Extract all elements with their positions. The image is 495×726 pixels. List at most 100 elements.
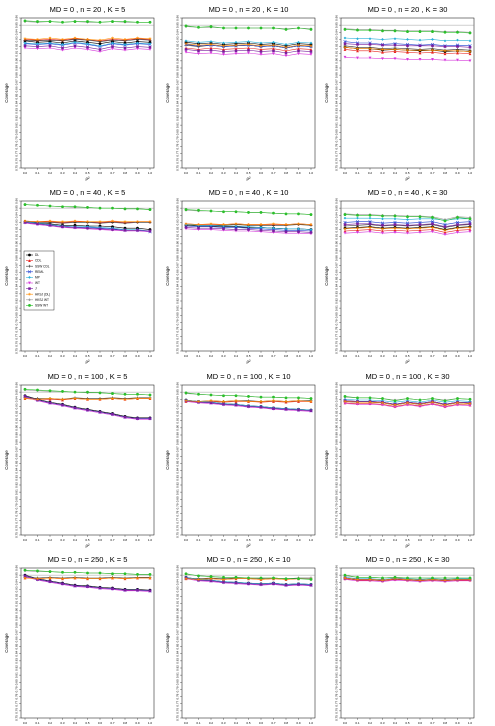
data-point bbox=[297, 577, 300, 581]
y-tick-label: 0.80 bbox=[335, 129, 339, 135]
x-tick-label: 0.8 bbox=[443, 354, 448, 358]
data-point bbox=[222, 403, 225, 406]
data-point bbox=[61, 225, 64, 228]
data-point bbox=[456, 223, 459, 226]
data-point bbox=[468, 404, 472, 408]
data-point bbox=[86, 206, 89, 209]
x-tick-label: 0.6 bbox=[98, 538, 103, 542]
data-point bbox=[136, 417, 139, 420]
data-point bbox=[234, 581, 238, 585]
series-cdl bbox=[343, 228, 472, 234]
data-point bbox=[356, 216, 359, 220]
data-point bbox=[98, 50, 102, 53]
data-point bbox=[259, 211, 263, 214]
x-tick-label: 0.5 bbox=[85, 354, 90, 358]
data-point bbox=[148, 20, 152, 24]
x-tick-label: 0.3 bbox=[380, 538, 385, 542]
data-point bbox=[381, 43, 384, 47]
data-point bbox=[48, 224, 52, 227]
y-tick-label: 0.92 bbox=[176, 410, 180, 416]
data-point bbox=[148, 393, 152, 397]
data-point bbox=[381, 57, 384, 61]
x-tick-label: 0.1 bbox=[35, 538, 40, 542]
data-point bbox=[309, 223, 313, 226]
series-hksj-dl- bbox=[23, 219, 152, 224]
x-tick-label: 0.4 bbox=[234, 538, 239, 542]
data-point bbox=[343, 55, 347, 59]
data-point bbox=[356, 37, 359, 41]
plot-frame bbox=[340, 567, 475, 719]
y-tick-label: 0.79 bbox=[335, 319, 339, 325]
data-point bbox=[48, 219, 52, 223]
y-tick-label: 0.96 bbox=[176, 15, 180, 21]
data-point bbox=[73, 44, 77, 48]
y-tick-label: 0.88 bbox=[335, 622, 339, 628]
data-point bbox=[443, 231, 447, 234]
data-point bbox=[343, 573, 347, 577]
x-tick-label: 0.1 bbox=[196, 171, 201, 175]
data-point bbox=[468, 216, 472, 219]
data-point bbox=[222, 400, 225, 403]
data-point bbox=[197, 226, 200, 230]
y-tick-label: 0.84 bbox=[335, 283, 339, 289]
y-tick-label: 0.91 bbox=[335, 233, 339, 239]
data-point bbox=[148, 37, 152, 41]
data-point bbox=[98, 48, 102, 51]
data-point bbox=[86, 571, 89, 575]
x-tick-label: 0.8 bbox=[284, 354, 289, 358]
data-point bbox=[23, 397, 27, 400]
data-point bbox=[73, 219, 77, 223]
x-tick-label: 0.9 bbox=[296, 721, 301, 725]
data-point bbox=[381, 576, 384, 580]
data-point bbox=[123, 207, 127, 211]
data-point bbox=[86, 397, 89, 401]
x-tick-label: 0.1 bbox=[35, 721, 40, 725]
x-tick-label: 0.3 bbox=[221, 721, 226, 725]
data-point bbox=[406, 401, 409, 405]
data-point bbox=[443, 576, 447, 580]
data-point bbox=[247, 228, 250, 231]
data-point bbox=[393, 575, 397, 579]
data-point bbox=[368, 43, 372, 46]
data-point bbox=[418, 228, 422, 232]
data-point bbox=[393, 577, 397, 581]
x-tick-label: 0.5 bbox=[85, 171, 90, 175]
data-point bbox=[468, 52, 472, 56]
data-point bbox=[23, 574, 27, 578]
data-point bbox=[259, 229, 263, 232]
data-point bbox=[247, 26, 250, 30]
y-tick-label: 0.86 bbox=[15, 636, 19, 642]
data-point bbox=[381, 224, 384, 227]
data-point bbox=[98, 38, 102, 42]
y-tick-label: 0.77 bbox=[335, 150, 339, 156]
x-tick-label: 0.3 bbox=[221, 354, 226, 358]
y-tick-label: 0.87 bbox=[335, 629, 339, 635]
data-point bbox=[456, 49, 459, 53]
y-tick-label: 0.86 bbox=[176, 269, 180, 275]
data-point bbox=[197, 223, 200, 226]
data-point bbox=[259, 26, 263, 30]
y-tick-label: 0.94 bbox=[176, 579, 180, 585]
data-point bbox=[309, 228, 313, 231]
y-tick-label: 0.88 bbox=[15, 255, 19, 261]
y-tick-label: 0.93 bbox=[335, 586, 339, 592]
y-tick-label: 0.83 bbox=[335, 658, 339, 664]
y-tick-label: 0.76 bbox=[176, 708, 180, 714]
data-point bbox=[36, 40, 39, 44]
data-point bbox=[123, 572, 127, 576]
x-tick-label: 0.3 bbox=[221, 171, 226, 175]
y-tick-label: 0.91 bbox=[15, 600, 19, 606]
y-tick-label: 0.87 bbox=[15, 446, 19, 452]
x-tick-label: 0.3 bbox=[60, 538, 65, 542]
y-tick-label: 0.91 bbox=[176, 417, 180, 423]
data-point bbox=[297, 40, 300, 44]
x-axis-label: ρ² bbox=[85, 543, 90, 548]
y-tick-label: 0.79 bbox=[15, 686, 19, 692]
data-point bbox=[381, 227, 384, 231]
data-point bbox=[136, 47, 139, 51]
y-tick-label: 0.80 bbox=[335, 312, 339, 318]
y-tick-label: 0.91 bbox=[176, 600, 180, 606]
y-tick-label: 0.84 bbox=[176, 650, 180, 656]
data-point bbox=[247, 405, 250, 408]
data-point bbox=[23, 221, 27, 224]
